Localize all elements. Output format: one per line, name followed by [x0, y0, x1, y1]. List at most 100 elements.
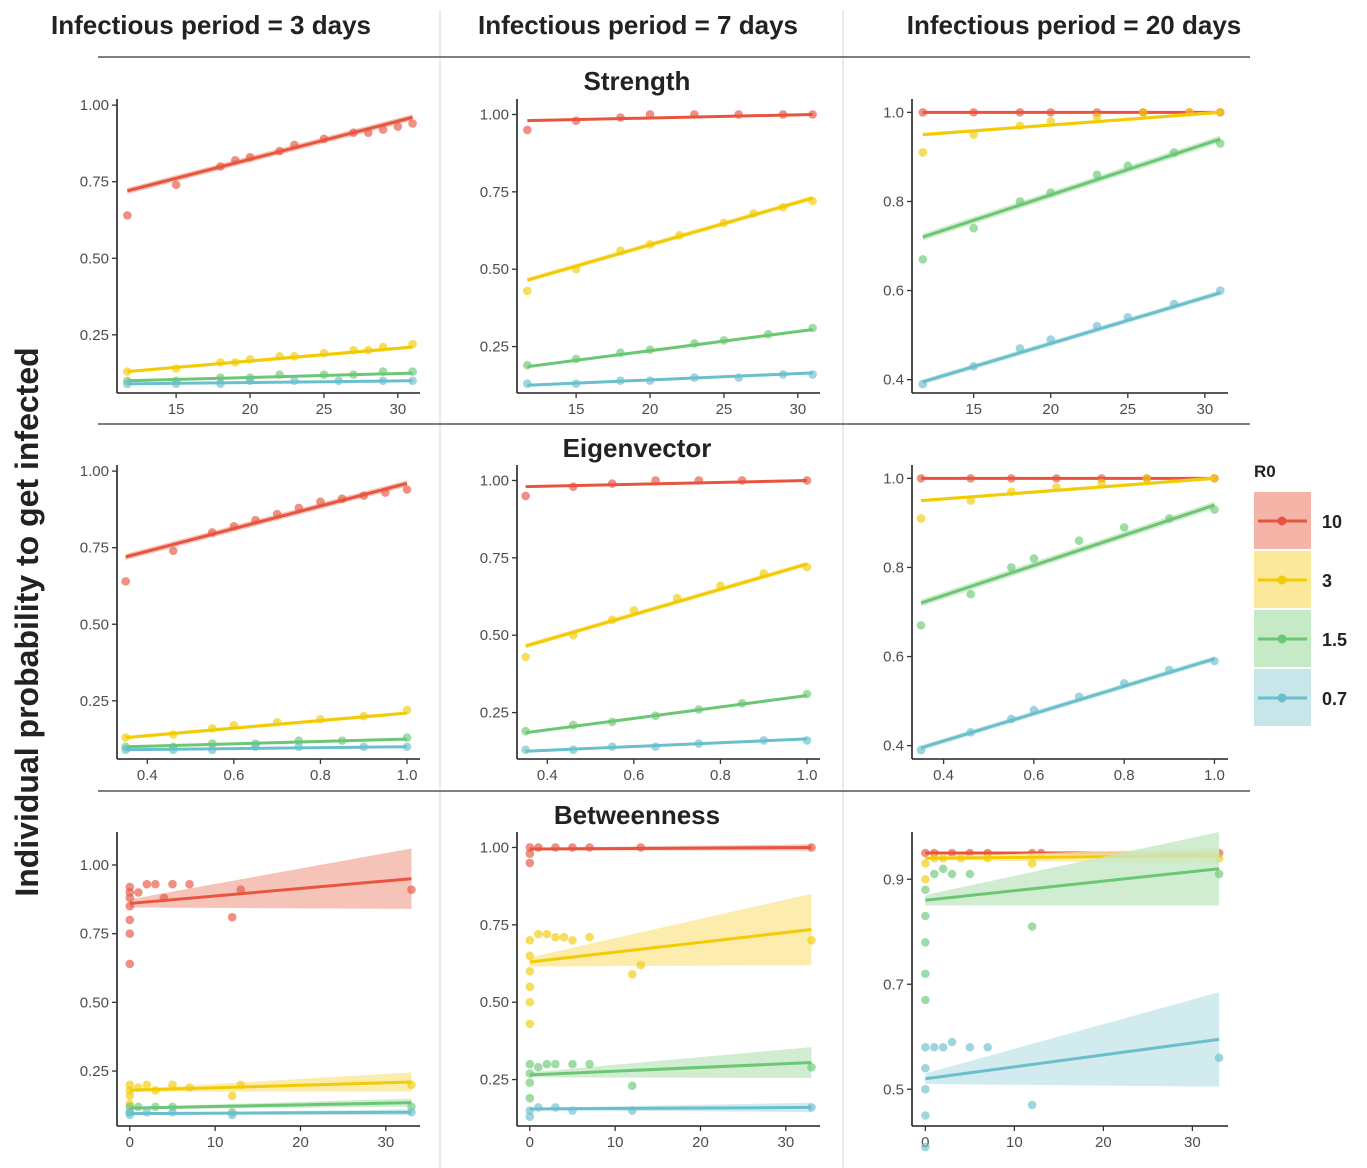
fit-line-r0-1_5 [525, 694, 808, 735]
x-tick-label: 0 [921, 1134, 929, 1151]
point-r0-3 [559, 932, 569, 942]
point-r0-3 [525, 966, 535, 976]
column-title-7-days: Infectious period = 7 days [478, 10, 798, 40]
legend-label-3: 3 [1322, 571, 1332, 591]
fit-line-r0-10 [529, 845, 812, 851]
point-r0-0_7 [938, 1042, 948, 1052]
x-tick-label: 20 [642, 401, 659, 418]
y-tick-label: 1.0 [883, 104, 904, 121]
x-tick-label: 30 [1184, 1134, 1201, 1151]
legend-label-1.5: 1.5 [1322, 630, 1347, 650]
point-r0-3 [1215, 108, 1225, 117]
point-r0-10 [142, 879, 152, 889]
point-r0-10 [393, 122, 403, 131]
y-tick-label: 0.4 [883, 372, 904, 389]
x-tick-label: 20 [242, 401, 259, 418]
y-tick-label: 0.75 [480, 550, 509, 567]
point-r0-3 [1138, 108, 1148, 117]
point-r0-10 [378, 125, 388, 134]
point-r0-1_5 [1007, 563, 1016, 572]
y-tick-label: 0.8 [883, 559, 904, 576]
point-r0-1_5 [1210, 505, 1219, 514]
fit-line-r0-0_7 [127, 379, 413, 386]
point-r0-0_7 [921, 1063, 930, 1073]
point-r0-3 [1142, 474, 1152, 483]
point-r0-3 [807, 936, 816, 945]
point-r0-10 [525, 858, 535, 868]
y-tick-label: 0.75 [480, 184, 509, 201]
point-r0-1_5 [969, 223, 978, 233]
point-r0-1_5 [534, 1062, 543, 1072]
confidence-band-r0-1_5 [529, 1047, 812, 1079]
x-tick-label: 30 [789, 401, 806, 418]
point-r0-10 [227, 912, 237, 922]
x-tick-label: 20 [692, 1134, 709, 1151]
point-r0-1_5 [568, 1059, 577, 1069]
x-tick-label: 1.0 [1204, 767, 1225, 784]
point-r0-3 [636, 960, 646, 970]
fit-line-r0-3 [127, 345, 413, 374]
point-r0-0_7 [121, 745, 130, 755]
fit-line-r0-0_7 [529, 1105, 812, 1111]
point-r0-1_5 [921, 995, 930, 1005]
y-tick-label: 0.25 [80, 327, 109, 344]
x-tick-label: 30 [778, 1134, 795, 1151]
panel-strength-1: 0.25 0.50 0.75 1.00 15 20 25 30 [80, 97, 420, 418]
x-tick-label: 30 [389, 401, 406, 418]
point-r0-0_7 [1027, 1100, 1037, 1110]
point-r0-0_7 [929, 1042, 939, 1052]
x-tick-label: 0.4 [933, 767, 954, 784]
point-r0-10 [236, 885, 246, 895]
point-r0-0_7 [947, 1037, 957, 1047]
x-tick-label: 0.6 [1023, 767, 1044, 784]
point-r0-1_5 [965, 869, 975, 879]
point-r0-3 [1097, 478, 1106, 488]
point-r0-3 [525, 997, 535, 1007]
point-r0-10 [407, 885, 416, 895]
fit-line-r0-1_5 [527, 328, 813, 369]
point-r0-10 [125, 929, 135, 938]
x-tick-label: 0.6 [223, 767, 244, 784]
fit-line-r0-0_7 [527, 371, 813, 387]
y-tick-label: 0.7 [883, 976, 904, 993]
y-tick-label: 0.25 [480, 339, 509, 356]
y-tick-label: 1.00 [80, 97, 109, 114]
point-r0-10 [402, 485, 412, 494]
point-r0-3 [585, 932, 594, 942]
column-title-3-days: Infectious period = 3 days [51, 10, 371, 40]
x-tick-label: 10 [207, 1134, 224, 1151]
point-r0-0_7 [525, 1112, 535, 1122]
point-r0-1_5 [542, 1059, 552, 1069]
fit-line-r0-0_7 [922, 291, 1221, 384]
y-tick-label: 1.0 [883, 470, 904, 487]
point-r0-1_5 [627, 1081, 637, 1091]
point-r0-10 [185, 879, 194, 889]
fit-line-r0-0_7 [525, 737, 808, 753]
x-tick-label: 0.8 [710, 767, 731, 784]
point-r0-1_5 [807, 1062, 816, 1072]
point-r0-10 [171, 180, 181, 190]
fit-line-r0-1_5 [125, 737, 408, 749]
fit-line-r0-3 [922, 110, 1221, 137]
point-r0-3 [525, 1019, 535, 1029]
x-tick-label: 0.6 [623, 767, 644, 784]
x-tick-label: 0.8 [310, 767, 331, 784]
point-r0-0_7 [921, 1084, 930, 1094]
legend-key-dot-10 [1277, 516, 1287, 526]
fit-line-r0-10 [129, 877, 412, 905]
point-r0-1_5 [1214, 869, 1224, 879]
fit-line-r0-1_5 [127, 371, 413, 383]
panel-strength-3: 0.4 0.6 0.8 1.0 15 20 25 30 [883, 99, 1228, 418]
x-tick-label: 25 [1119, 401, 1136, 418]
x-tick-label: 25 [716, 401, 733, 418]
fit-line-r0-3 [526, 196, 814, 282]
fit-line-r0-0_7 [129, 1110, 412, 1116]
point-r0-1_5 [966, 589, 975, 599]
point-r0-0_7 [921, 1142, 930, 1152]
y-tick-label: 1.00 [480, 839, 509, 856]
panel-strength-2: 0.25 0.50 0.75 1.00 15 20 25 30 [480, 99, 820, 418]
y-tick-label: 1.00 [80, 857, 109, 874]
y-tick-label: 1.00 [480, 106, 509, 123]
y-axis-label: Individual probability to get infected [9, 347, 45, 896]
